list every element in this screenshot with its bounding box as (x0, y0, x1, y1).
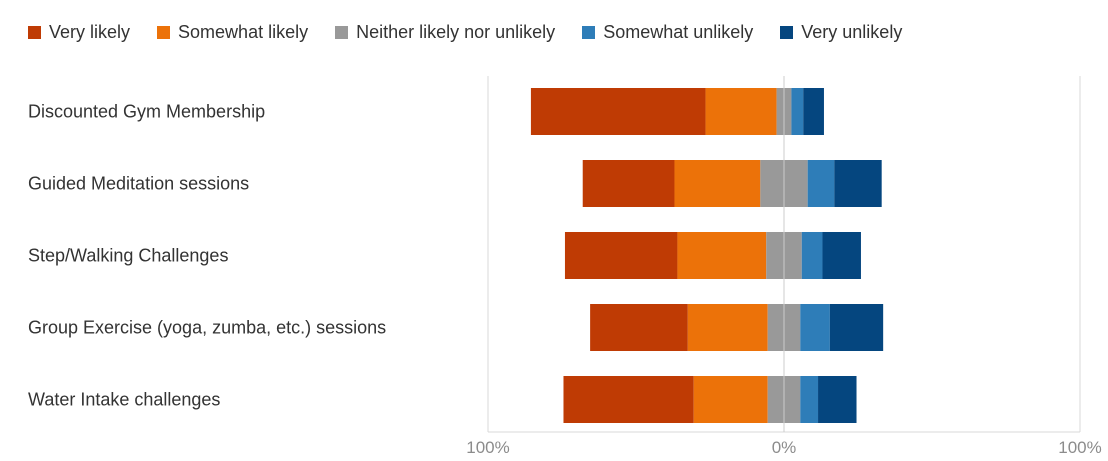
category-label-water-intake-challenges: Water Intake challenges (28, 390, 220, 410)
bar-group-exercise-yoga-zumba-etc-sessions-somewhat-unlikely (800, 304, 830, 351)
legend-item-somewhat-unlikely: Somewhat unlikely (582, 22, 753, 43)
legend-item-very-likely: Very likely (28, 22, 130, 43)
legend-label-very-unlikely: Very unlikely (801, 22, 903, 42)
legend-swatch-somewhat-unlikely (582, 26, 596, 39)
bar-step-walking-challenges-somewhat-unlikely (801, 232, 823, 279)
bar-water-intake-challenges-somewhat-unlikely (800, 376, 819, 423)
legend-label-somewhat-unlikely: Somewhat unlikely (603, 22, 754, 42)
bar-step-walking-challenges-very-likely (564, 232, 678, 279)
legend-label-very-likely: Very likely (49, 22, 131, 42)
legend-item-neither: Neither likely nor unlikely (335, 22, 555, 43)
category-label-discounted-gym-membership: Discounted Gym Membership (28, 102, 265, 122)
bar-discounted-gym-membership-somewhat-likely (705, 88, 777, 135)
bar-group-exercise-yoga-zumba-etc-sessions-very-likely (590, 304, 688, 351)
legend-label-neither: Neither likely nor unlikely (356, 22, 556, 42)
bar-step-walking-challenges-very-unlikely (822, 232, 861, 279)
bar-guided-meditation-sessions-somewhat-likely (674, 160, 761, 207)
bar-guided-meditation-sessions-somewhat-unlikely (807, 160, 835, 207)
legend-swatch-neither (335, 26, 349, 39)
legend-label-somewhat-likely: Somewhat likely (178, 22, 309, 42)
category-label-step-walking-challenges: Step/Walking Challenges (28, 246, 228, 266)
bar-guided-meditation-sessions-very-unlikely (834, 160, 882, 207)
legend-swatch-somewhat-likely (157, 26, 171, 39)
tick-label-1: 0% (772, 438, 797, 457)
category-label-guided-meditation-sessions: Guided Meditation sessions (28, 174, 249, 194)
bar-water-intake-challenges-very-likely (563, 376, 694, 423)
legend: Very likely Somewhat likely Neither like… (28, 22, 929, 43)
bar-discounted-gym-membership-very-likely (530, 88, 706, 135)
legend-swatch-very-unlikely (780, 26, 794, 39)
bar-water-intake-challenges-very-unlikely (818, 376, 857, 423)
bar-discounted-gym-membership-very-unlikely (803, 88, 824, 135)
legend-item-very-unlikely: Very unlikely (780, 22, 902, 43)
tick-label-0: 100% (466, 438, 509, 457)
bar-discounted-gym-membership-somewhat-unlikely (791, 88, 804, 135)
legend-swatch-very-likely (28, 26, 41, 39)
bar-group-exercise-yoga-zumba-etc-sessions-somewhat-likely (687, 304, 768, 351)
category-label-group-exercise-yoga-zumba-etc-sessions: Group Exercise (yoga, zumba, etc.) sessi… (28, 318, 386, 338)
bar-water-intake-challenges-somewhat-likely (693, 376, 768, 423)
bar-guided-meditation-sessions-very-likely (582, 160, 675, 207)
tick-label-2: 100% (1058, 438, 1101, 457)
bar-group-exercise-yoga-zumba-etc-sessions-very-unlikely (829, 304, 884, 351)
bar-step-walking-challenges-somewhat-likely (677, 232, 767, 279)
legend-item-somewhat-likely: Somewhat likely (157, 22, 308, 43)
